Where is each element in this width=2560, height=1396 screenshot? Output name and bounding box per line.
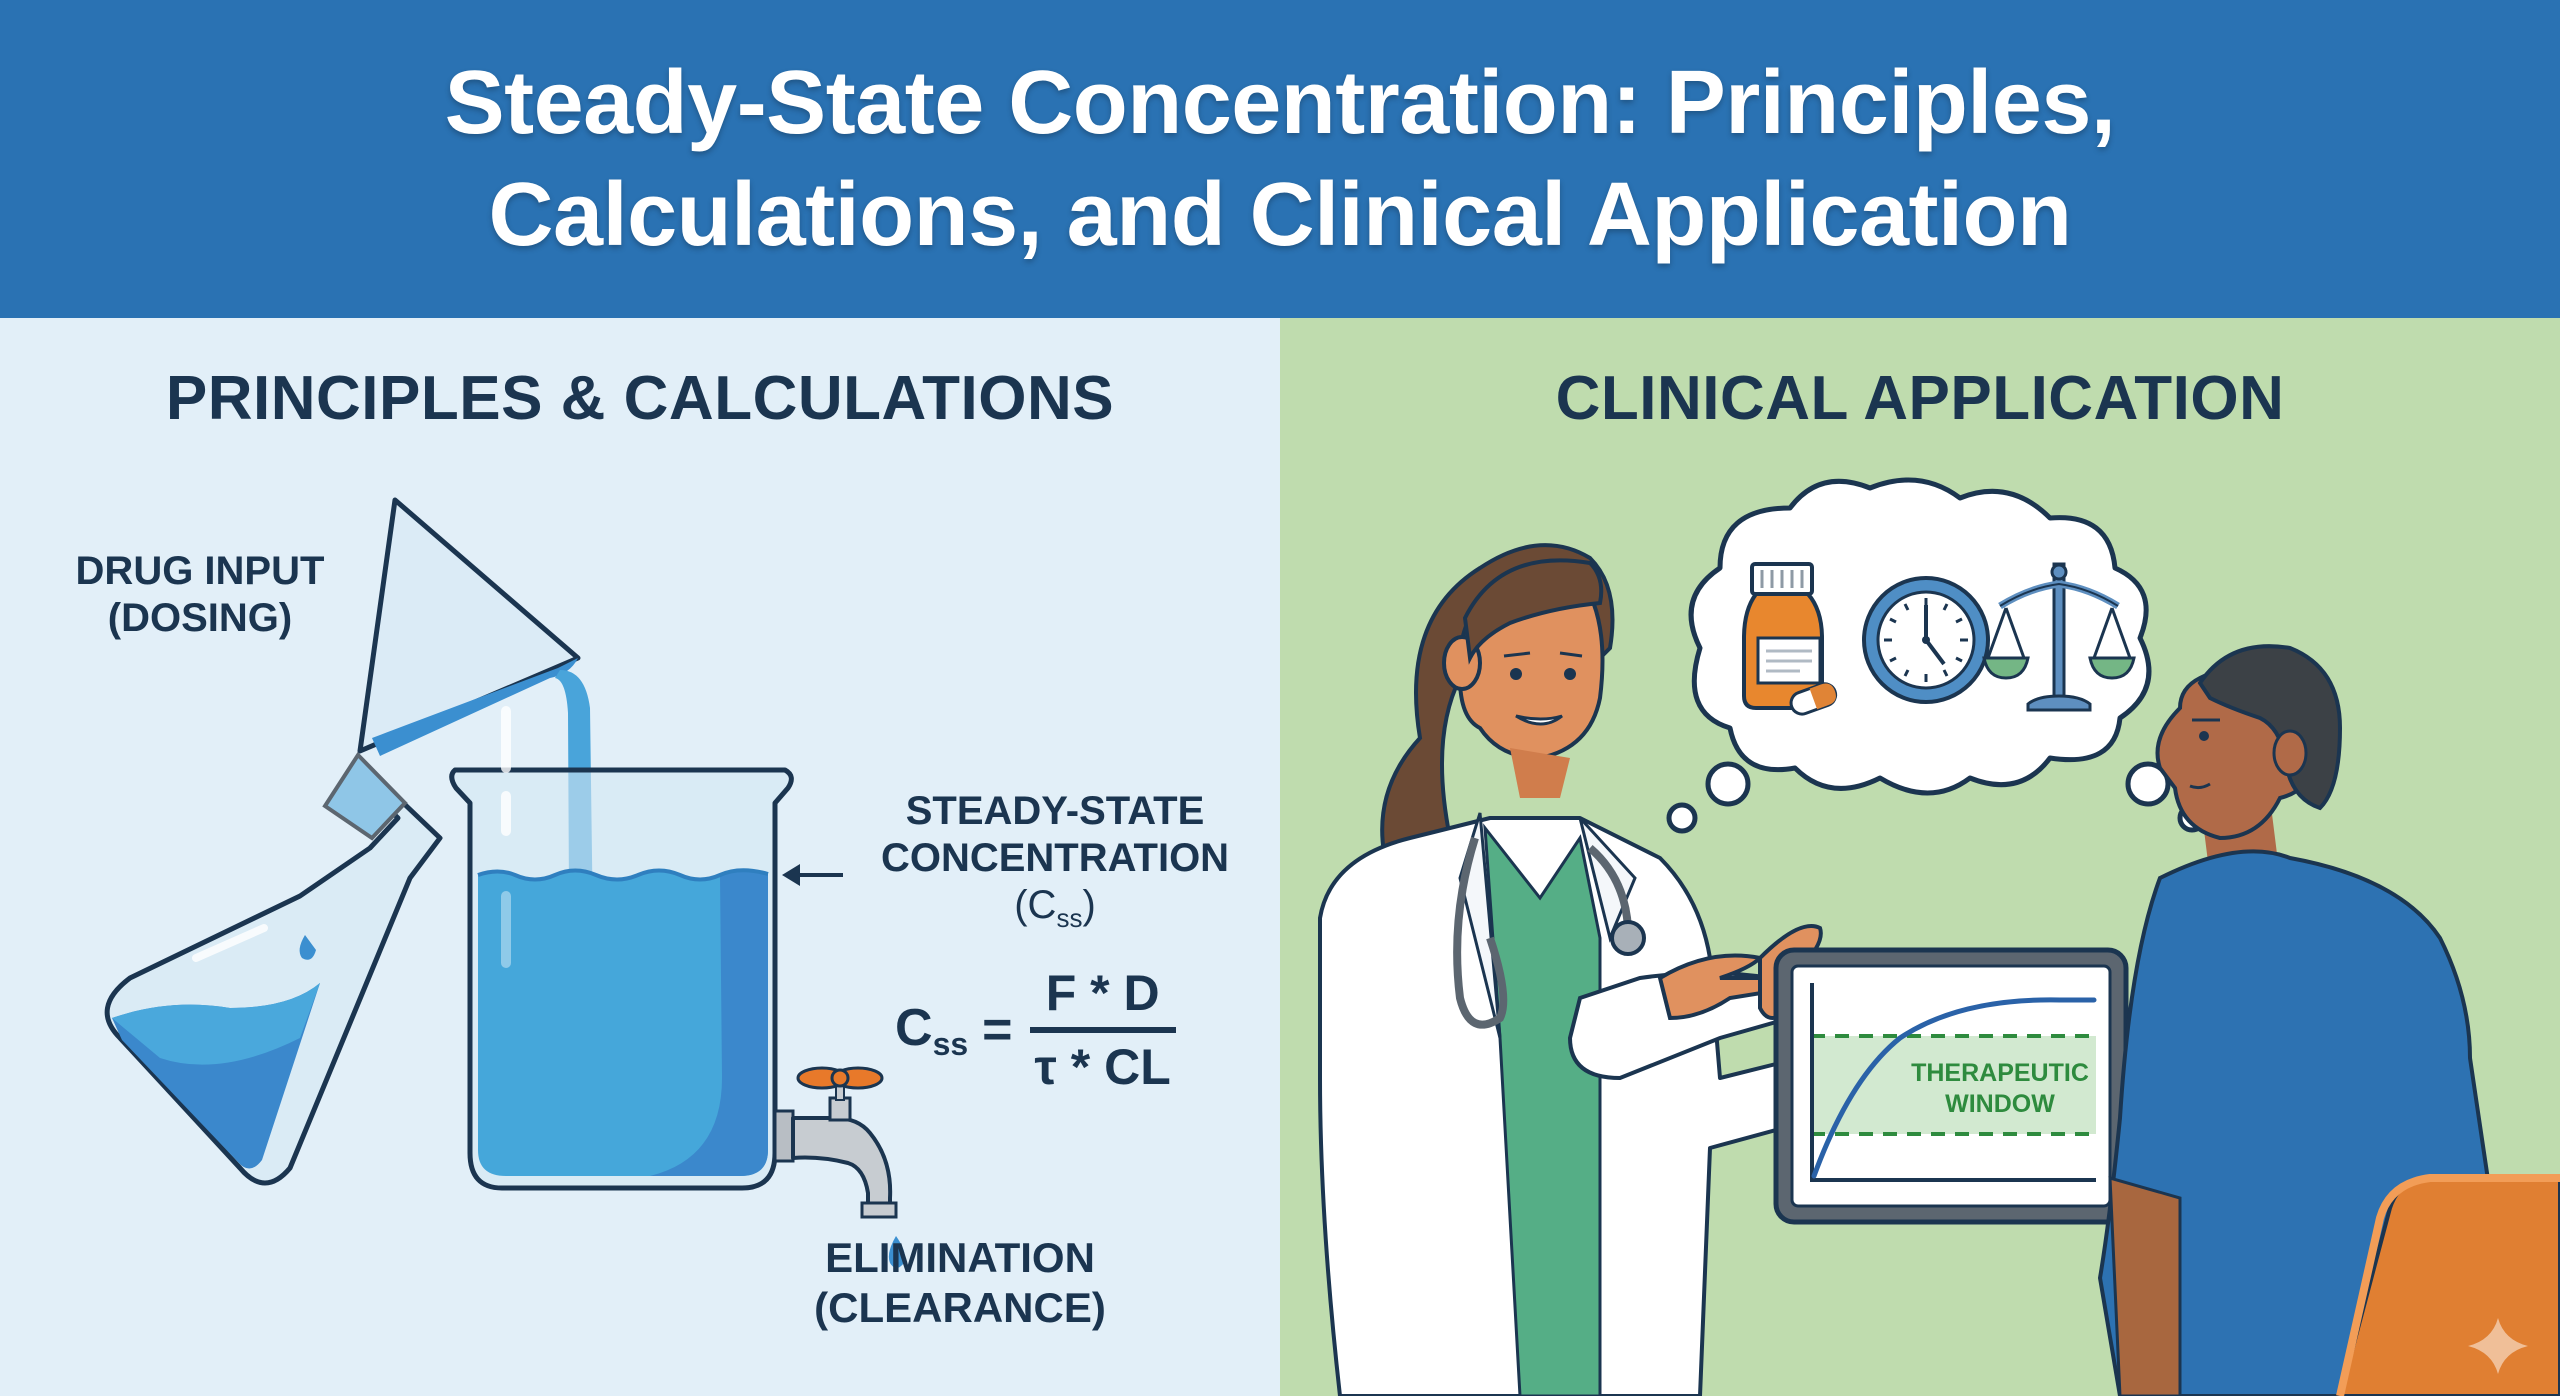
formula-numerator: F * D bbox=[1045, 965, 1160, 1021]
css-formula: Css = F * D τ * CL bbox=[895, 963, 1179, 1097]
fraction-bar bbox=[1029, 1027, 1176, 1033]
page-title: Steady-State Concentration: Principles, … bbox=[445, 47, 2116, 271]
balance-scale-icon bbox=[1982, 562, 2136, 712]
beaker-icon bbox=[449, 706, 843, 1191]
doctor-figure bbox=[1318, 543, 1823, 1396]
therapeutic-window-label: THERAPEUTIC WINDOW bbox=[1911, 1059, 2089, 1119]
drug-input-label: DRUG INPUT (DOSING) bbox=[75, 549, 325, 641]
title-line-1: Steady-State Concentration: Principles, bbox=[444, 53, 2116, 153]
thought-cloud bbox=[1666, 477, 2207, 834]
sparkle-icon bbox=[2468, 1318, 2528, 1374]
steady-state-label: STEADY-STATE CONCENTRATION (Css) bbox=[880, 789, 1230, 934]
formula-equals: = bbox=[982, 1001, 1013, 1059]
flask-pouring-icon bbox=[104, 497, 595, 1186]
formula-denominator: τ * CL bbox=[1034, 1039, 1171, 1095]
elimination-label: ELIMINATION (CLEARANCE) bbox=[814, 1234, 1106, 1331]
title-line-2: Calculations, and Clinical Application bbox=[488, 165, 2072, 265]
clinical-title: CLINICAL APPLICATION bbox=[1555, 364, 2285, 433]
principles-panel: PRINCIPLES & CALCULATIONS bbox=[0, 318, 1280, 1396]
formula-lhs: Css bbox=[895, 998, 969, 1062]
pill-bottle-icon bbox=[1742, 562, 1838, 716]
patient-figure bbox=[2097, 644, 2560, 1396]
faucet-icon bbox=[773, 1066, 905, 1268]
clock-icon bbox=[1862, 576, 1990, 704]
clinical-panel: CLINICAL APPLICATION bbox=[1280, 318, 2560, 1396]
principles-title: PRINCIPLES & CALCULATIONS bbox=[165, 364, 1115, 433]
tablet-chart bbox=[1773, 947, 2129, 1225]
title-banner: Steady-State Concentration: Principles, … bbox=[0, 0, 2560, 318]
formula-fraction: F * D τ * CL bbox=[1027, 963, 1179, 1097]
